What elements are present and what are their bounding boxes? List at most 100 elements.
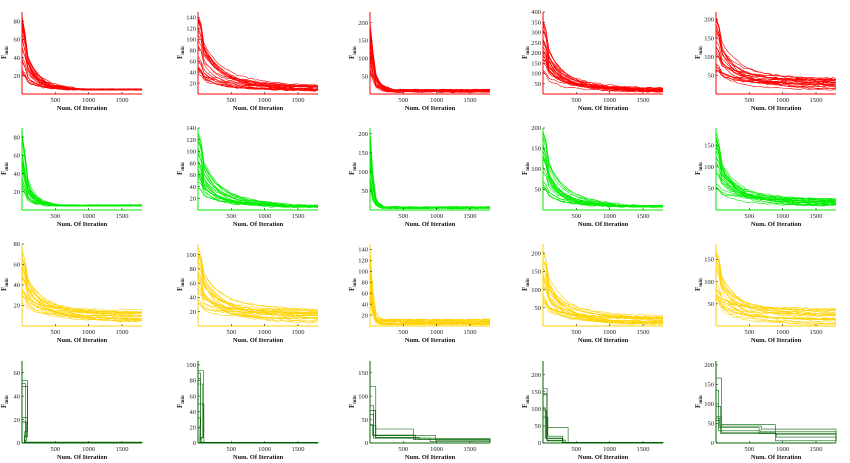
y-tick-label: 100	[186, 149, 196, 156]
convergence-plot-r3c1: 0 20 40 60 80 100 500 1000 1500 Num. Of Iteration…	[176, 361, 319, 461]
y-tick-label: 20	[190, 309, 197, 316]
series-line	[21, 257, 143, 318]
x-tick-label: 1000	[603, 329, 616, 336]
y-tick-label: 100	[704, 279, 714, 286]
x-tick-label: 1500	[636, 446, 649, 453]
series-line	[21, 132, 143, 207]
convergence-plot-r3c3: 0 50 100 150 200 500 1000 1500 Num. Of Iteration…	[521, 361, 664, 461]
y-axis-label: Fmin	[0, 395, 10, 408]
x-tick-label: 1500	[636, 213, 649, 220]
y-tick-label: 40	[190, 295, 197, 302]
series-line	[370, 405, 491, 443]
series-line	[369, 161, 491, 209]
y-axis-label-sub: min	[353, 395, 358, 404]
series-line	[543, 416, 664, 443]
series-line	[21, 290, 143, 311]
y-axis-label-sub: min	[526, 162, 531, 171]
series-line	[198, 383, 318, 444]
series-line	[369, 292, 491, 322]
series-line	[21, 163, 143, 207]
y-axis-label-main: F	[694, 171, 702, 175]
series-line	[21, 272, 143, 315]
y-tick-label: 0	[193, 440, 196, 447]
y-tick-label: 80	[14, 134, 21, 141]
series-line	[369, 55, 491, 93]
series-line	[369, 139, 491, 209]
series-line	[197, 284, 319, 316]
series-line	[369, 289, 491, 323]
y-tick-label: 40	[362, 301, 369, 308]
y-axis-label-main: F	[348, 404, 356, 408]
series-line	[542, 143, 664, 208]
x-tick-label: 1000	[430, 446, 443, 453]
y-axis-label-main: F	[694, 287, 702, 291]
series-line	[21, 163, 143, 207]
x-tick-label: 1500	[809, 446, 822, 453]
series-line	[22, 386, 143, 444]
y-axis-label-main: F	[0, 171, 8, 175]
series-line	[369, 187, 491, 209]
x-tick-label: 500	[398, 97, 408, 104]
series-line	[369, 47, 491, 94]
series-line	[21, 138, 143, 207]
x-axis-label: Num. Of Iteration	[405, 105, 456, 112]
x-tick-label: 500	[50, 329, 60, 336]
series-line	[715, 269, 837, 315]
series-line	[715, 46, 837, 88]
x-tick-label: 1000	[430, 97, 443, 104]
y-tick-label: 200	[358, 20, 368, 27]
series-line	[21, 56, 143, 91]
series-line	[369, 252, 491, 326]
series-line	[197, 160, 318, 208]
series-line	[21, 133, 143, 207]
y-tick-label: 140	[358, 247, 368, 254]
x-tick-label: 500	[226, 97, 236, 104]
x-axis-label: Num. Of Iteration	[578, 337, 629, 344]
y-axis-label-main: F	[694, 55, 702, 59]
x-tick-label: 1000	[82, 329, 95, 336]
series-line	[542, 299, 664, 323]
series-line	[715, 136, 837, 206]
convergence-plot-r2c4: 50 100 150 500 1000 1500 Num. Of Iteration Fmin	[694, 244, 837, 344]
series-line	[542, 38, 664, 91]
y-axis-label-sub: min	[699, 278, 704, 287]
y-tick-label: 0	[17, 440, 20, 447]
y-tick-label: 60	[14, 262, 21, 269]
y-axis-label-main: F	[176, 55, 184, 59]
series-line	[715, 131, 837, 206]
y-axis-label: Fmin	[694, 278, 704, 291]
y-tick-label: 60	[190, 393, 197, 400]
x-tick-label: 500	[226, 213, 236, 220]
x-tick-label: 1000	[603, 213, 616, 220]
series-group	[716, 377, 837, 443]
y-tick-label: 80	[190, 160, 197, 167]
x-tick-label: 1500	[291, 97, 304, 104]
series-line	[197, 176, 319, 208]
series-group	[21, 132, 143, 207]
series-line	[715, 66, 837, 91]
y-tick-label: 350	[531, 19, 541, 26]
y-axis-label-sub: min	[5, 395, 10, 404]
x-tick-label: 1500	[463, 97, 476, 104]
convergence-plot-r0c4: 50 100 150 200 500 1000 1500 Num. Of Iteration F…	[694, 12, 837, 112]
convergence-plot-r3c4: 0 50 100 150 200 500 1000 1500 Num. Of Iteration…	[694, 361, 837, 461]
x-tick-label: 1500	[115, 446, 128, 453]
series-line	[198, 378, 319, 443]
y-tick-label: 150	[358, 38, 368, 45]
series-line	[197, 16, 319, 86]
x-axis-label: Num. Of Iteration	[751, 105, 802, 112]
series-line	[715, 35, 837, 83]
x-tick-label: 500	[398, 446, 408, 453]
y-tick-label: 20	[14, 73, 21, 80]
series-line	[369, 287, 491, 324]
convergence-plot-r2c0: 20 40 60 80 500 1000 1500 Num. Of Iteration Fmin	[0, 241, 143, 344]
y-tick-label: 40	[190, 184, 197, 191]
series-line	[543, 393, 664, 443]
series-line	[22, 421, 142, 444]
x-axis-label: Num. Of Iteration	[57, 337, 108, 344]
y-tick-label: 80	[362, 279, 369, 286]
y-tick-label: 150	[358, 370, 368, 377]
convergence-plot-r0c3: 50 100 150 200 250 300 350 400 500 1000 1500 Num. O…	[521, 9, 664, 112]
series-line	[369, 249, 491, 326]
